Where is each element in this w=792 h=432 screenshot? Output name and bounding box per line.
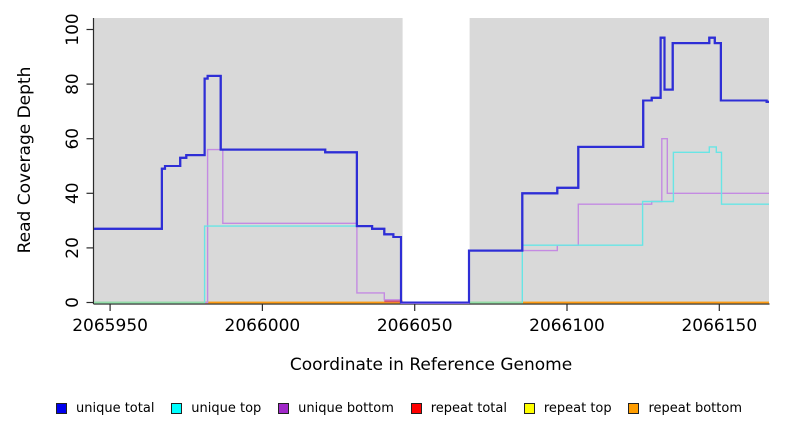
y-tick-label: 80 [63,73,83,95]
masked-region-band [402,17,470,304]
x-tick-label: 2066050 [377,316,453,336]
x-tick-label: 2066150 [681,316,757,336]
y-axis-title: Read Coverage Depth [15,67,35,254]
legend-item-repeat-top: repeat top [523,400,612,416]
repeat-bottom-swatch-icon [628,402,640,414]
legend-item-unique-top: unique top [171,401,261,416]
unique-bottom-swatch-icon [278,402,290,414]
legend-item-unique-bottom: unique bottom [278,401,394,416]
legend-item-repeat-bottom: repeat bottom [628,401,742,416]
x-tick-label: 2065950 [72,316,148,336]
repeat-top-swatch-icon [523,402,535,414]
legend-label: unique bottom [298,400,394,416]
series-lines [94,36,769,304]
unique-top-swatch-icon [171,402,183,414]
y-tick-label: 40 [63,182,83,204]
legend-label: unique top [191,400,262,416]
legend-label: unique total [76,400,155,416]
masked-region-rect [402,17,470,304]
series-line-unique-total [94,36,769,304]
unique-total-swatch-icon [56,402,67,414]
legend-label: repeat total [430,400,507,416]
y-tick-label: 60 [63,128,83,150]
x-tick-label: 2066100 [529,316,605,336]
x-axis-title: Coordinate in Reference Genome [290,355,572,375]
y-tick-label: 0 [63,297,83,308]
y-tick-label: 20 [63,237,83,259]
repeat-total-swatch-icon [410,402,422,414]
legend-label: repeat top [543,400,612,416]
x-tick-label: 2066000 [225,316,301,336]
legend: unique total unique top unique bottom re… [0,395,792,421]
legend-item-unique-total: unique total [56,401,154,416]
y-tick-label: 100 [63,13,83,45]
legend-label: repeat bottom [648,400,742,416]
series-line-unique-top [469,146,769,304]
legend-item-repeat-total: repeat total [410,400,507,416]
